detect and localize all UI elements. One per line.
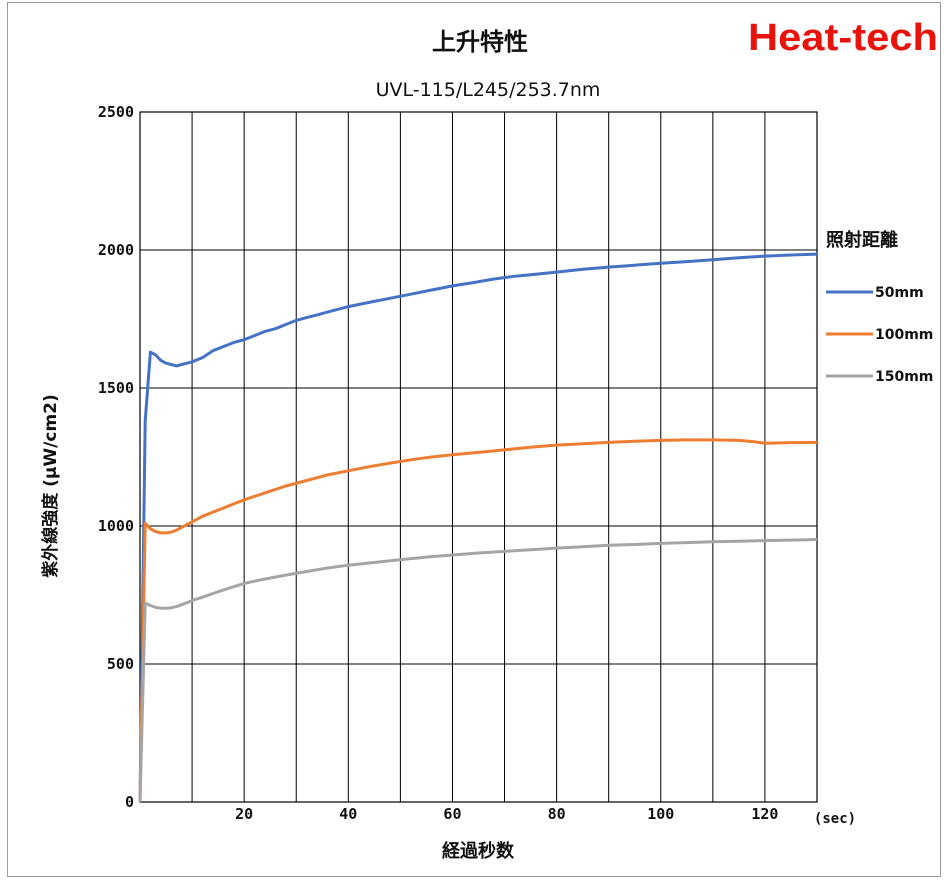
series-lines — [138, 252, 818, 803]
y-tick-label: 2000 — [98, 241, 134, 259]
x-tick-label: 120 — [751, 805, 778, 823]
y-tick-label: 1000 — [98, 517, 134, 535]
grid-lines — [140, 112, 817, 802]
legend-title: 照射距離 — [826, 229, 898, 251]
plot-border — [139, 111, 818, 803]
series-line-100mm — [138, 438, 818, 803]
x-tick-label: 40 — [339, 805, 357, 823]
tick-labels: 20 40 60 80 100 120 0 500 1000 1500 2000 2500 — [98, 103, 779, 823]
series-line-150mm — [138, 538, 818, 803]
y-tick-label: 0 — [125, 793, 134, 811]
x-axis-label: 経過秒数 — [442, 840, 515, 862]
y-tick-label: 1500 — [98, 379, 134, 397]
y-axis-label: 紫外線強度 (μW/cm2) — [40, 394, 61, 578]
legend-label-150mm: 150mm — [875, 369, 933, 385]
y-tick-label: 500 — [107, 655, 134, 673]
legend-label-50mm: 50mm — [875, 285, 924, 301]
x-tick-label: 60 — [443, 805, 461, 823]
y-tick-label: 2500 — [98, 103, 134, 121]
x-axis-unit: (sec) — [814, 811, 856, 827]
x-tick-label: 100 — [647, 805, 674, 823]
x-tick-label: 20 — [235, 805, 253, 823]
legend-label-100mm: 100mm — [875, 327, 933, 343]
chart-title: 上升特性 — [432, 28, 528, 56]
chart-subtitle: UVL-115/L245/253.7nm — [376, 79, 601, 101]
chart-frame — [7, 2, 941, 877]
legend: 照射距離 50mm 100mm 150mm — [826, 229, 933, 385]
series-line-50mm — [138, 252, 818, 803]
heat-tech-logo: Heat-tech — [748, 17, 938, 59]
x-tick-label: 80 — [548, 805, 566, 823]
